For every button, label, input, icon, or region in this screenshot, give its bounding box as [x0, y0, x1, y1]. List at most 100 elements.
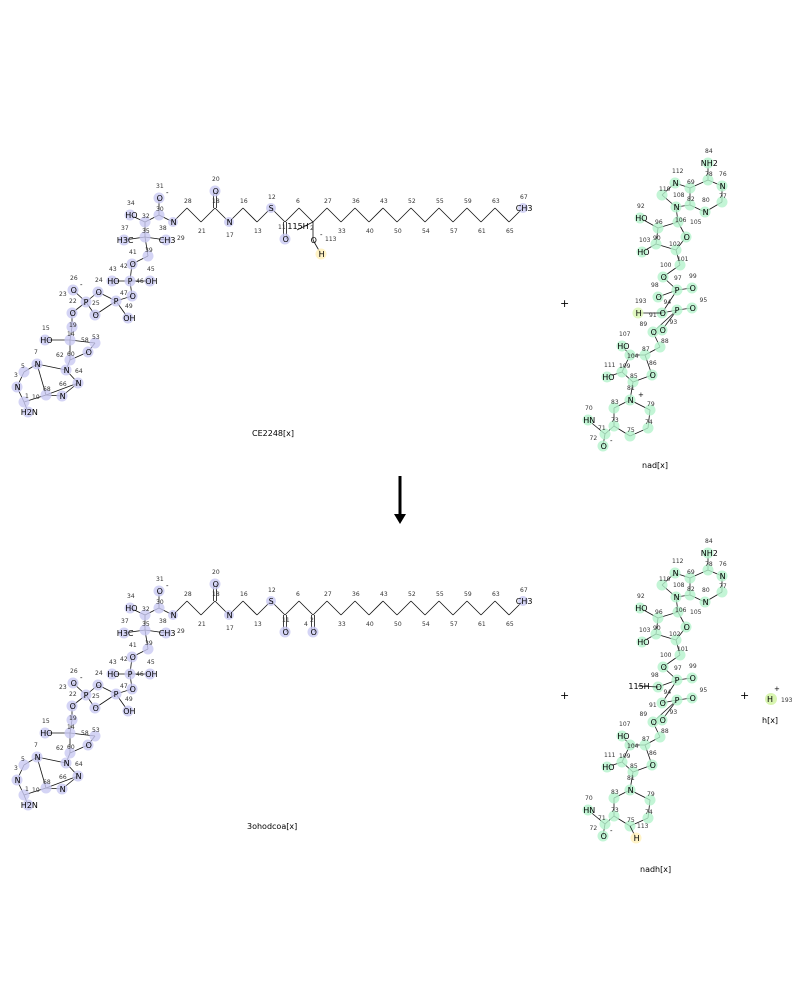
svg-text:23: 23: [59, 684, 67, 691]
svg-text:HO: HO: [635, 214, 647, 223]
coa-atom: P47: [110, 290, 128, 307]
svg-text:+: +: [774, 685, 780, 693]
coa-atom: N 64: [72, 368, 84, 389]
svg-text:96: 96: [655, 609, 663, 616]
nad-atom: HO 92: [634, 203, 648, 224]
svg-text:94: 94: [664, 299, 672, 306]
chain-atom: 28: [184, 591, 192, 598]
nad-atom: 109: [616, 363, 631, 378]
svg-text:N: N: [674, 593, 680, 602]
svg-text:25: 25: [92, 300, 100, 307]
svg-text:65: 65: [506, 228, 514, 235]
svg-text:82: 82: [687, 196, 695, 203]
chain-atom: 6: [296, 198, 300, 205]
svg-text:O: O: [283, 628, 289, 637]
nadh-molecule: NH28478N7677N808269N112110N108106O105102…: [582, 538, 728, 844]
svg-text:P: P: [675, 286, 680, 295]
svg-text:H: H: [767, 695, 773, 704]
svg-text:19: 19: [69, 715, 77, 722]
svg-text:68: 68: [43, 386, 51, 393]
svg-text:59: 59: [464, 198, 472, 205]
svg-text:34: 34: [127, 200, 135, 207]
svg-text:O: O: [660, 699, 666, 708]
svg-text:-: -: [166, 582, 169, 590]
svg-text:O: O: [660, 309, 666, 318]
coa-atom: O-31: [153, 183, 169, 204]
nad-atom: O- 72: [590, 825, 613, 842]
svg-text:24: 24: [95, 670, 103, 677]
svg-text:115H: 115H: [287, 222, 308, 231]
svg-text:11: 11: [282, 617, 290, 624]
svg-text:7: 7: [34, 742, 38, 749]
svg-text:S: S: [269, 597, 274, 606]
chain-atom: 59: [464, 198, 472, 205]
svg-text:35: 35: [142, 621, 150, 628]
nad-atom: HO 92: [634, 593, 648, 614]
coa-atom: H2N 10: [21, 394, 40, 418]
svg-text:H: H: [636, 309, 642, 318]
svg-text:N: N: [15, 383, 21, 392]
svg-text:O: O: [93, 704, 99, 713]
svg-text:O: O: [661, 663, 667, 672]
coa-atom: P42: [120, 656, 136, 680]
coa-atom: H3C 37: [117, 225, 134, 246]
svg-text:103: 103: [639, 627, 651, 634]
chain-atom: 4: [304, 621, 308, 628]
coa-atom: N 66: [56, 774, 68, 795]
coa-atom: CH3 38: [159, 618, 176, 639]
svg-text:13: 13: [254, 621, 262, 628]
svg-text:54: 54: [422, 621, 430, 628]
svg-text:HO: HO: [125, 604, 137, 613]
carbonyl-oxygen: O 20: [209, 176, 221, 197]
svg-text:P: P: [84, 691, 89, 700]
ce2248-molecule: O-31HO34303235H3C37CH33839O41P42HO43OH45…: [11, 176, 533, 418]
svg-text:70: 70: [585, 405, 593, 412]
chain-atom: 33: [338, 621, 346, 628]
chain-atom: 61: [478, 621, 486, 628]
coa-atom: N 64: [72, 761, 84, 782]
svg-text:12: 12: [268, 194, 276, 201]
svg-text:H2N: H2N: [21, 408, 38, 417]
svg-text:H3C: H3C: [117, 629, 134, 638]
svg-text:22: 22: [69, 298, 77, 305]
product-name-h: h[x]: [762, 716, 778, 725]
hydrogen-193: H 193: [632, 298, 647, 319]
svg-text:43: 43: [380, 591, 388, 598]
svg-text:106: 106: [675, 607, 687, 614]
svg-text:86: 86: [649, 750, 657, 757]
svg-text:15: 15: [42, 718, 50, 725]
coa-atom: HO 34: [124, 593, 138, 614]
svg-text:50: 50: [394, 228, 402, 235]
svg-text:4: 4: [304, 621, 308, 628]
svg-text:88: 88: [661, 728, 669, 735]
chain-atom: S 12: [266, 587, 276, 606]
nad-atom: 73: [608, 807, 620, 822]
coa-atom: 14: [64, 724, 76, 739]
coa-atom: 39: [142, 640, 154, 655]
coa-atom: OH 45: [144, 659, 158, 680]
svg-text:O: O: [684, 623, 690, 632]
chain-atom: 63: [492, 198, 500, 205]
nad-atom: O 93: [656, 319, 677, 336]
svg-text:31: 31: [156, 183, 164, 190]
svg-text:93: 93: [670, 709, 678, 716]
chain-atom: 61: [478, 228, 486, 235]
svg-text:O: O: [130, 292, 136, 301]
nad-atom: 69: [684, 569, 696, 584]
chain-atom: 6: [296, 591, 300, 598]
svg-text:HN: HN: [583, 416, 595, 425]
svg-text:H3C: H3C: [117, 236, 134, 245]
coa-atom: 1: [18, 393, 30, 408]
svg-text:75: 75: [627, 427, 635, 434]
nad-atom: P94: [664, 689, 683, 706]
svg-text:HO: HO: [40, 729, 52, 738]
svg-text:46: 46: [136, 671, 144, 678]
svg-text:58: 58: [81, 337, 89, 344]
svg-text:50: 50: [394, 621, 402, 628]
svg-text:38: 38: [159, 225, 167, 232]
svg-text:17: 17: [226, 625, 234, 632]
nad-atom: 110: [656, 186, 671, 201]
svg-text:O: O: [311, 236, 317, 245]
svg-text:O: O: [157, 194, 163, 203]
coa-atom: P42: [120, 263, 136, 287]
